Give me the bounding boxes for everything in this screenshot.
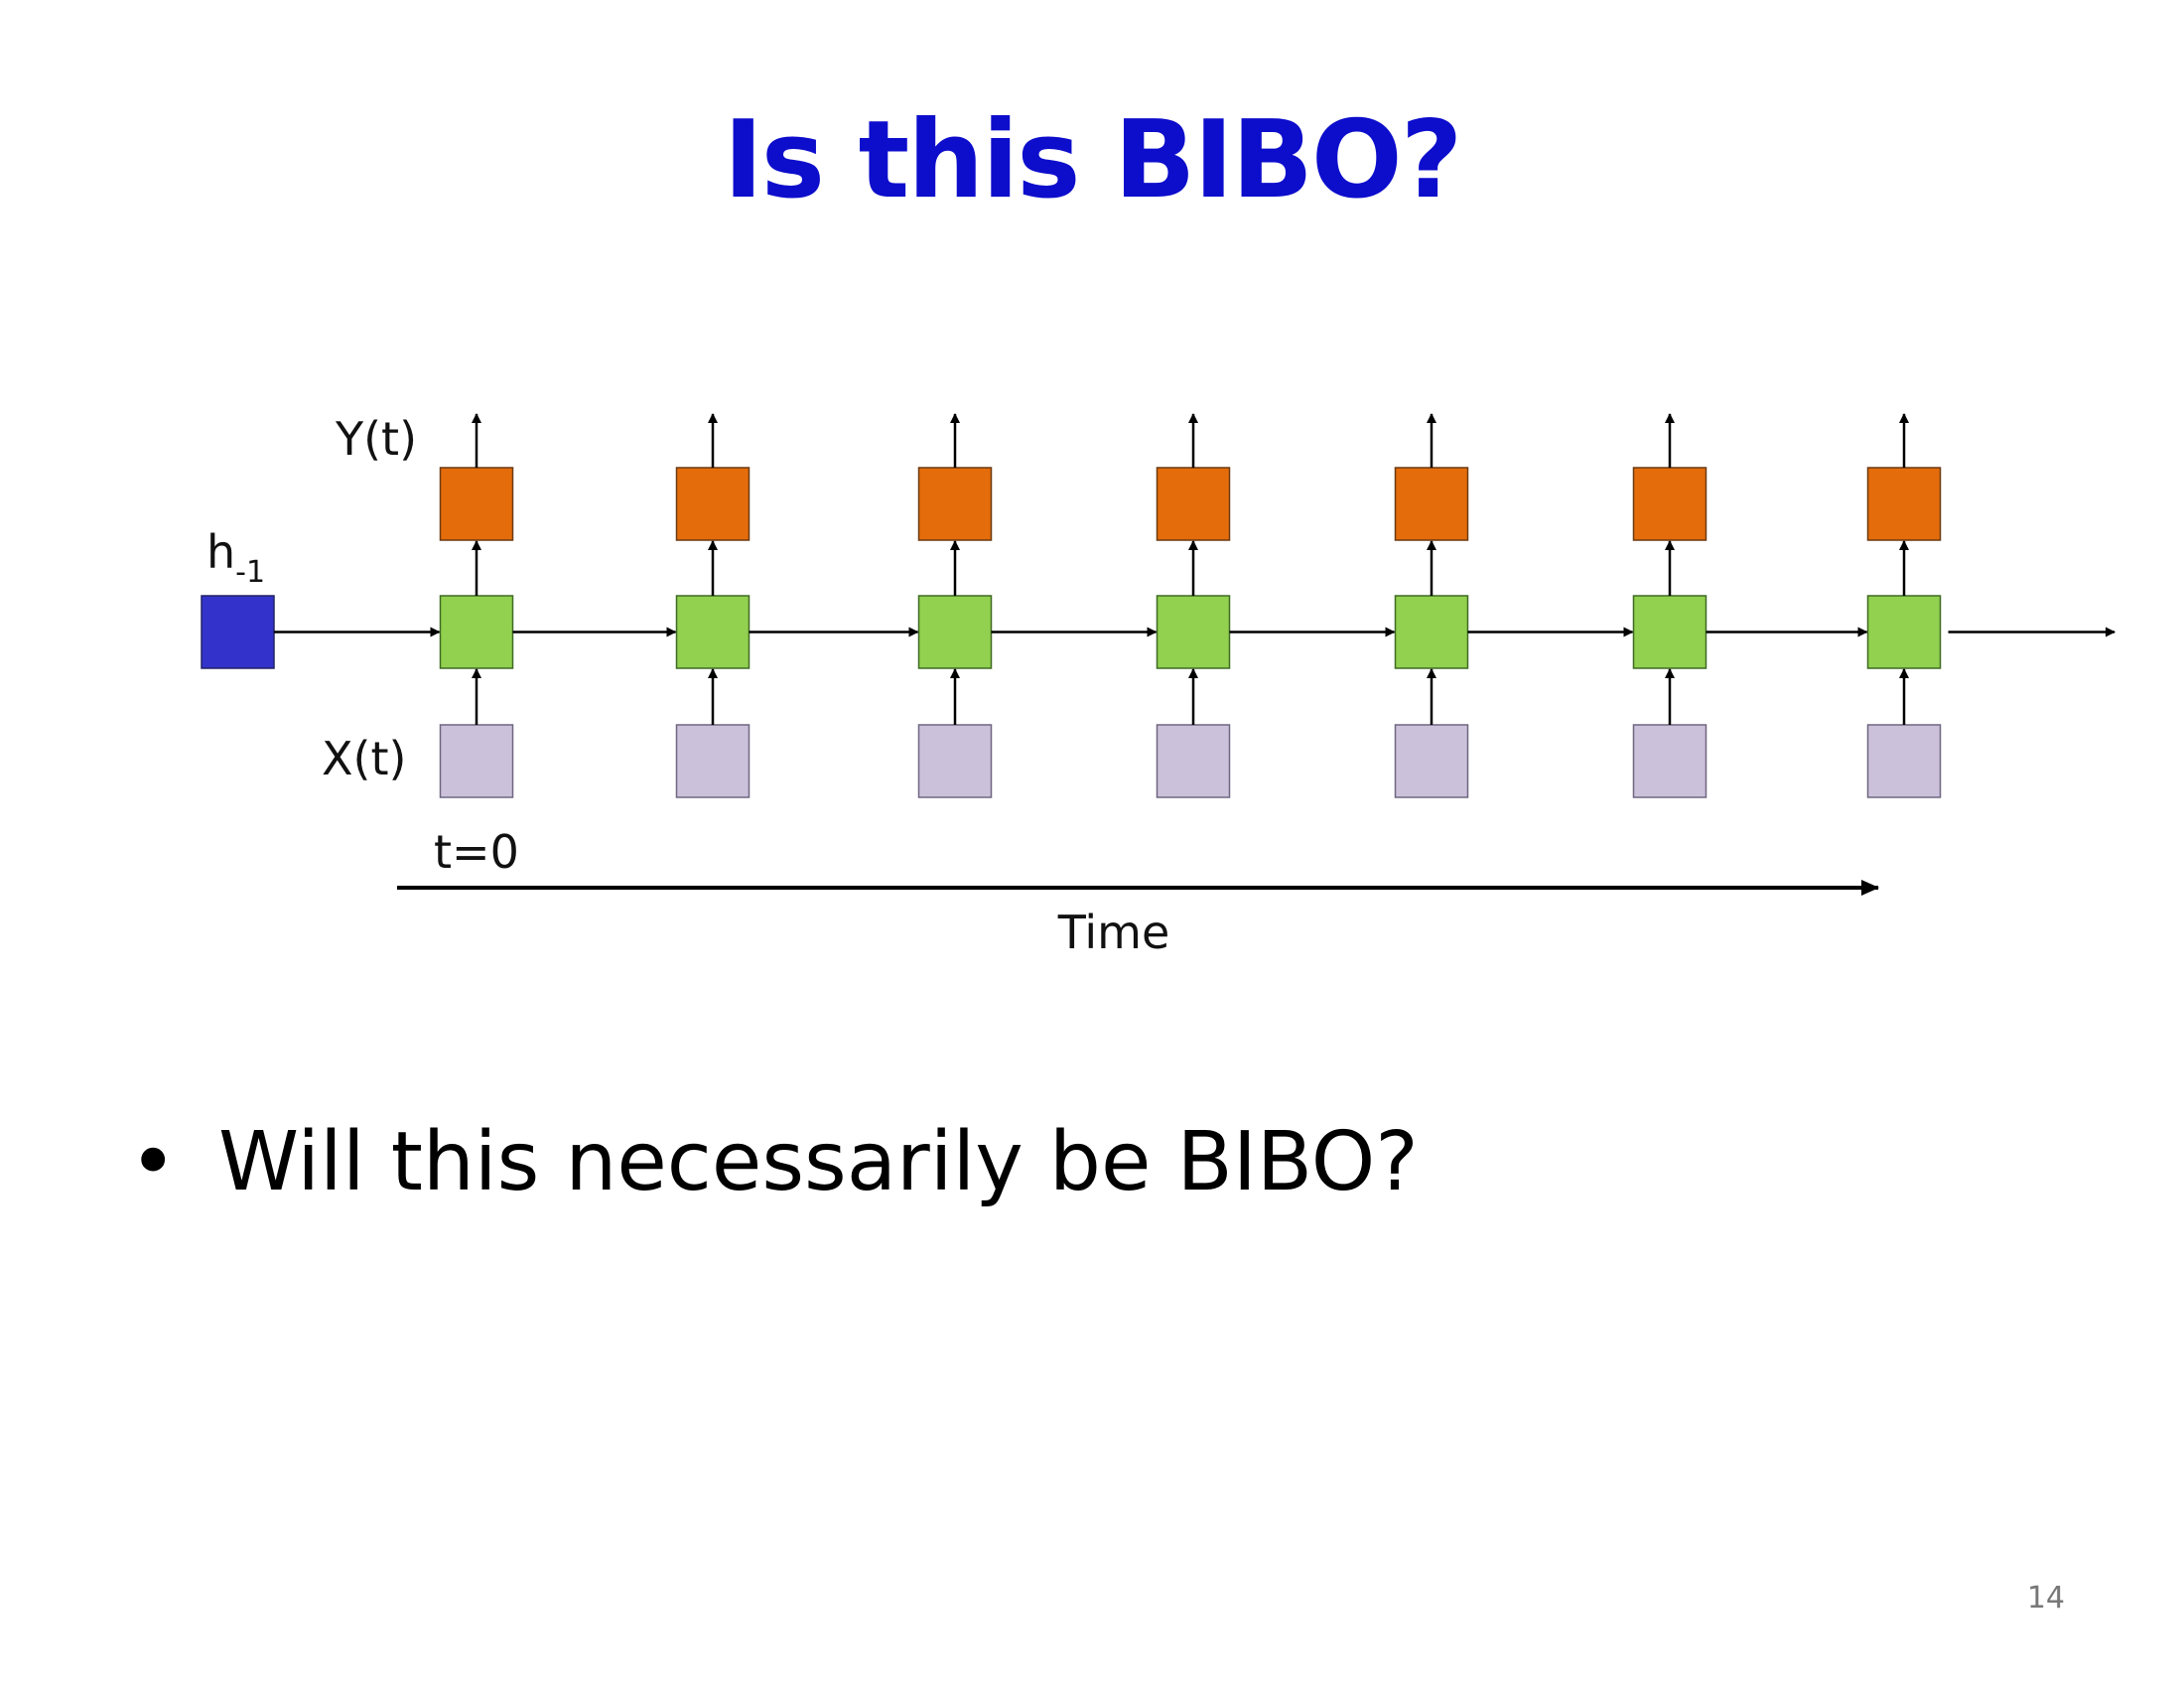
hidden-state-box [1394, 595, 1469, 669]
input-box [1632, 724, 1707, 798]
input-label: X(t) [322, 732, 406, 785]
output-box [917, 467, 993, 541]
hidden-state-box [1866, 595, 1942, 669]
initial-state-label-main: h [206, 525, 235, 579]
time-axis-label: Time [1057, 906, 1170, 959]
hidden-state-box [439, 595, 514, 669]
output-box [1394, 467, 1469, 541]
input-box [675, 724, 751, 798]
bullet-text: Will this necessarily be BIBO? [218, 1115, 1419, 1209]
output-box [1632, 467, 1707, 541]
slide-title: Is this BIBO? [723, 98, 1463, 222]
input-box [1866, 724, 1942, 798]
output-box [439, 467, 514, 541]
timestep-cells [274, 413, 2116, 798]
hidden-state-box [1632, 595, 1707, 669]
output-box [1866, 467, 1942, 541]
initial-state-label-subscript: -1 [235, 555, 265, 590]
initial-state-box [201, 595, 275, 669]
initial-state-label: h-1 [206, 525, 265, 590]
output-box [1156, 467, 1231, 541]
input-box [1394, 724, 1469, 798]
input-box [439, 724, 514, 798]
hidden-state-box [1156, 595, 1231, 669]
hidden-state-box [917, 595, 993, 669]
start-time-label: t=0 [434, 825, 519, 879]
bullet-item: • Will this necessarily be BIBO? [129, 1122, 1419, 1203]
bullet-symbol: • [129, 1115, 178, 1209]
input-box [1156, 724, 1231, 798]
hidden-state-box [675, 595, 751, 669]
output-label: Y(t) [335, 412, 417, 466]
input-box [917, 724, 993, 798]
page-number: 14 [2026, 1581, 2065, 1616]
output-box [675, 467, 751, 541]
